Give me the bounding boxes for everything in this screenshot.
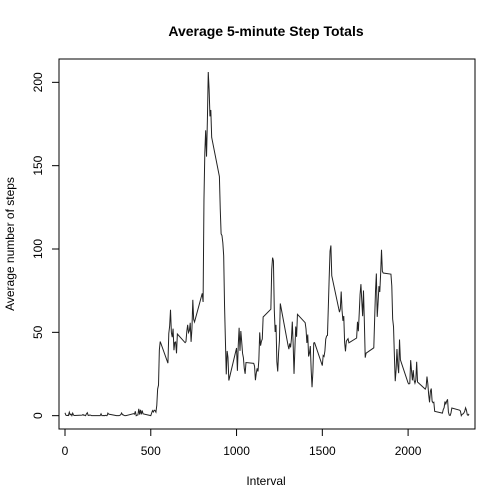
x-axis-label: Interval bbox=[246, 474, 285, 488]
y-tick-label: 100 bbox=[31, 239, 45, 259]
y-tick-label: 50 bbox=[31, 325, 45, 339]
y-tick-label: 150 bbox=[31, 155, 45, 175]
y-axis: 0 50 100 150 200 bbox=[31, 72, 60, 419]
x-tick-label: 500 bbox=[141, 444, 161, 458]
x-tick-label: 1500 bbox=[309, 444, 336, 458]
x-axis: 0 500 1000 1500 2000 bbox=[62, 428, 422, 458]
y-axis-label: Average number of steps bbox=[3, 177, 17, 311]
x-tick-label: 2000 bbox=[395, 444, 422, 458]
series-line bbox=[64, 71, 470, 418]
x-tick-label: 1000 bbox=[223, 444, 250, 458]
x-tick-label: 0 bbox=[62, 444, 69, 458]
chart-title: Average 5-minute Step Totals bbox=[168, 23, 363, 39]
y-tick-label: 200 bbox=[31, 72, 45, 92]
y-tick-label: 0 bbox=[31, 412, 45, 419]
